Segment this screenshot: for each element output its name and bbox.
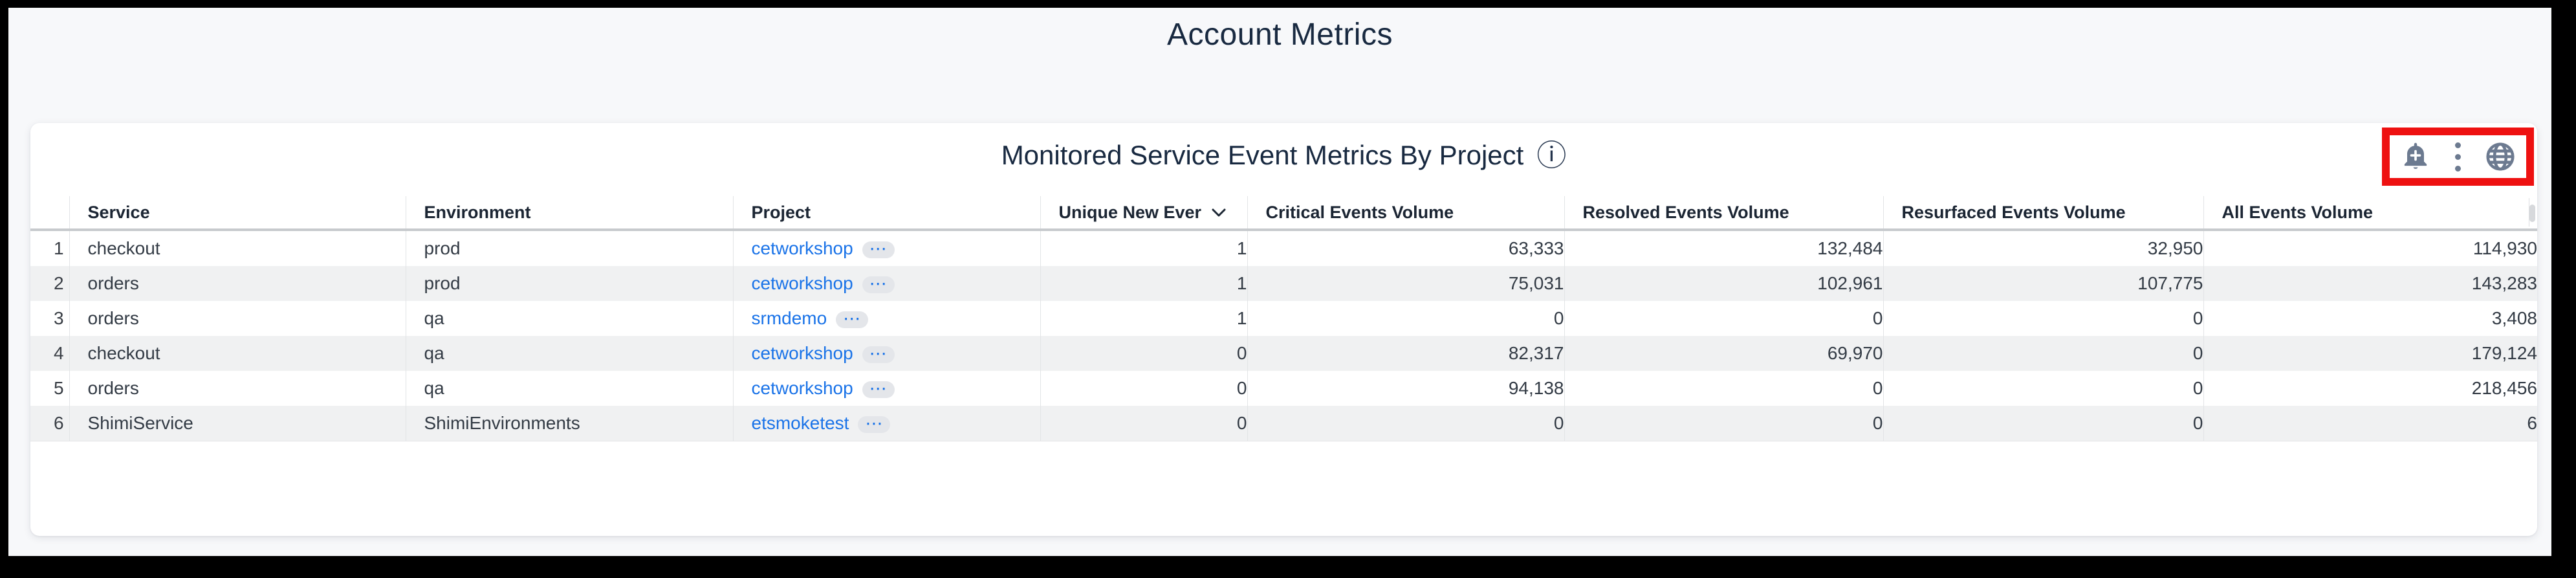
project-link[interactable]: cetworkshop	[751, 378, 853, 398]
column-header-service[interactable]: Service	[69, 196, 406, 231]
cell-resurfaced: 0	[1883, 301, 2203, 336]
project-link[interactable]: srmdemo	[751, 308, 827, 328]
cell-unique-new: 0	[1040, 371, 1247, 406]
cell-all-events: 179,124	[2203, 336, 2537, 371]
cell-critical: 94,138	[1247, 371, 1564, 406]
project-more-pill[interactable]: ⋯	[862, 344, 895, 363]
cell-project: etsmoketest ⋯	[732, 406, 1040, 441]
sort-desc-chevron-icon	[1210, 206, 1227, 218]
cell-critical: 75,031	[1247, 266, 1564, 301]
row-number: 1	[53, 238, 64, 258]
cell-environment: qa	[405, 301, 733, 336]
cell-service: ShimiService	[69, 406, 406, 441]
column-header-environment[interactable]: Environment	[405, 196, 733, 231]
cell-environment: qa	[405, 336, 733, 371]
column-header-all-events[interactable]: All Events Volume	[2203, 196, 2537, 231]
cell-unique-new: 1	[1040, 301, 1247, 336]
cell-critical: 82,317	[1247, 336, 1564, 371]
cell-resolved: 0	[1564, 406, 1883, 441]
cell-resurfaced: 0	[1883, 371, 2203, 406]
cell-environment: prod	[405, 266, 733, 301]
cell-service: checkout	[69, 336, 406, 371]
add-alert-icon[interactable]	[2399, 140, 2432, 173]
cell-resurfaced: 32,950	[1883, 230, 2203, 266]
cell-critical: 0	[1247, 406, 1564, 441]
table-row: 5 orders qa cetworkshop ⋯ 0 94,138 0 0 21…	[30, 371, 2537, 406]
metrics-table: Service Environment Project Unique New E…	[30, 196, 2537, 441]
project-more-pill[interactable]: ⋯	[862, 379, 895, 398]
project-link[interactable]: etsmoketest	[751, 413, 849, 433]
row-number: 2	[53, 273, 64, 293]
cell-unique-new: 0	[1040, 336, 1247, 371]
header-row: Service Environment Project Unique New E…	[30, 196, 2537, 231]
kebab-dots	[2450, 142, 2467, 172]
cell-critical: 63,333	[1247, 230, 1564, 266]
cell-resolved: 132,484	[1564, 230, 1883, 266]
panel-header: Monitored Service Event Metrics By Proje…	[30, 123, 2537, 195]
row-number: 3	[53, 308, 64, 328]
project-link[interactable]: cetworkshop	[751, 273, 853, 293]
info-icon[interactable]: ⓘ	[1536, 139, 1567, 172]
cell-all-events: 218,456	[2203, 371, 2537, 406]
column-header-project[interactable]: Project	[732, 196, 1040, 231]
cell-service: orders	[69, 371, 406, 406]
cell-unique-new: 1	[1040, 230, 1247, 266]
project-more-pill[interactable]: ⋯	[862, 239, 895, 258]
table-row: 2 orders prod cetworkshop ⋯ 1 75,031 102,…	[30, 266, 2537, 301]
cell-project: srmdemo ⋯	[732, 301, 1040, 336]
table-row: 1 checkout prod cetworkshop ⋯ 1 63,333 13…	[30, 230, 2537, 266]
cell-service: checkout	[69, 230, 406, 266]
cell-project: cetworkshop ⋯	[732, 266, 1040, 301]
cell-resolved: 0	[1564, 371, 1883, 406]
cell-unique-new: 0	[1040, 406, 1247, 441]
project-link[interactable]: cetworkshop	[751, 238, 853, 258]
panel-title-row: Monitored Service Event Metrics By Proje…	[30, 140, 2537, 171]
cell-resurfaced: 0	[1883, 336, 2203, 371]
cell-project: cetworkshop ⋯	[732, 371, 1040, 406]
project-more-pill[interactable]: ⋯	[862, 274, 895, 293]
column-header-unique-new[interactable]: Unique New Ever	[1040, 196, 1247, 231]
table-row: 4 checkout qa cetworkshop ⋯ 0 82,317 69,9…	[30, 336, 2537, 371]
globe-icon[interactable]	[2483, 140, 2517, 173]
row-number: 6	[30, 406, 69, 441]
cell-service: orders	[69, 266, 406, 301]
dashboard-page: Account Metrics Monitored Service Event …	[8, 8, 2551, 556]
cell-all-events: 3,408	[2203, 301, 2537, 336]
column-header-resurfaced[interactable]: Resurfaced Events Volume	[1883, 196, 2203, 231]
row-number-header	[30, 196, 69, 231]
cell-resolved: 102,961	[1564, 266, 1883, 301]
project-link[interactable]: cetworkshop	[751, 343, 853, 363]
column-header-critical[interactable]: Critical Events Volume	[1247, 196, 1564, 231]
cell-all-events: 143,283	[2203, 266, 2537, 301]
cell-all-events: 114,930	[2203, 230, 2537, 266]
cell-resolved: 0	[1564, 301, 1883, 336]
row-number: 4	[53, 343, 64, 363]
cell-unique-new: 1	[1040, 266, 1247, 301]
cell-environment: qa	[405, 371, 733, 406]
cell-project: cetworkshop ⋯	[732, 336, 1040, 371]
cell-resurfaced: 0	[1883, 406, 2203, 441]
cell-resurfaced: 107,775	[1883, 266, 2203, 301]
column-header-resolved[interactable]: Resolved Events Volume	[1564, 196, 1883, 231]
project-more-pill[interactable]: ⋯	[836, 309, 869, 328]
panel-title: Monitored Service Event Metrics By Proje…	[1001, 140, 1524, 170]
cell-critical: 0	[1247, 301, 1564, 336]
panel-card: Monitored Service Event Metrics By Proje…	[30, 123, 2537, 536]
highlight-box	[2382, 128, 2534, 186]
cell-environment: prod	[405, 230, 733, 266]
row-number: 5	[53, 378, 64, 398]
table-row: 3 orders qa srmdemo ⋯ 1 0 0 0 3,408	[30, 301, 2537, 336]
table-row: 6 ShimiService ShimiEnvironments etsmoke…	[30, 406, 2537, 441]
cell-all-events: 6	[2203, 406, 2537, 441]
scrollbar-thumb[interactable]	[2529, 205, 2535, 222]
cell-project: cetworkshop ⋯	[732, 230, 1040, 266]
cell-resolved: 69,970	[1564, 336, 1883, 371]
cell-service: orders	[69, 301, 406, 336]
page-title: Account Metrics	[1167, 17, 1393, 52]
cell-environment: ShimiEnvironments	[405, 406, 733, 441]
project-more-pill[interactable]: ⋯	[858, 414, 891, 433]
kebab-menu-icon[interactable]	[2441, 140, 2475, 173]
